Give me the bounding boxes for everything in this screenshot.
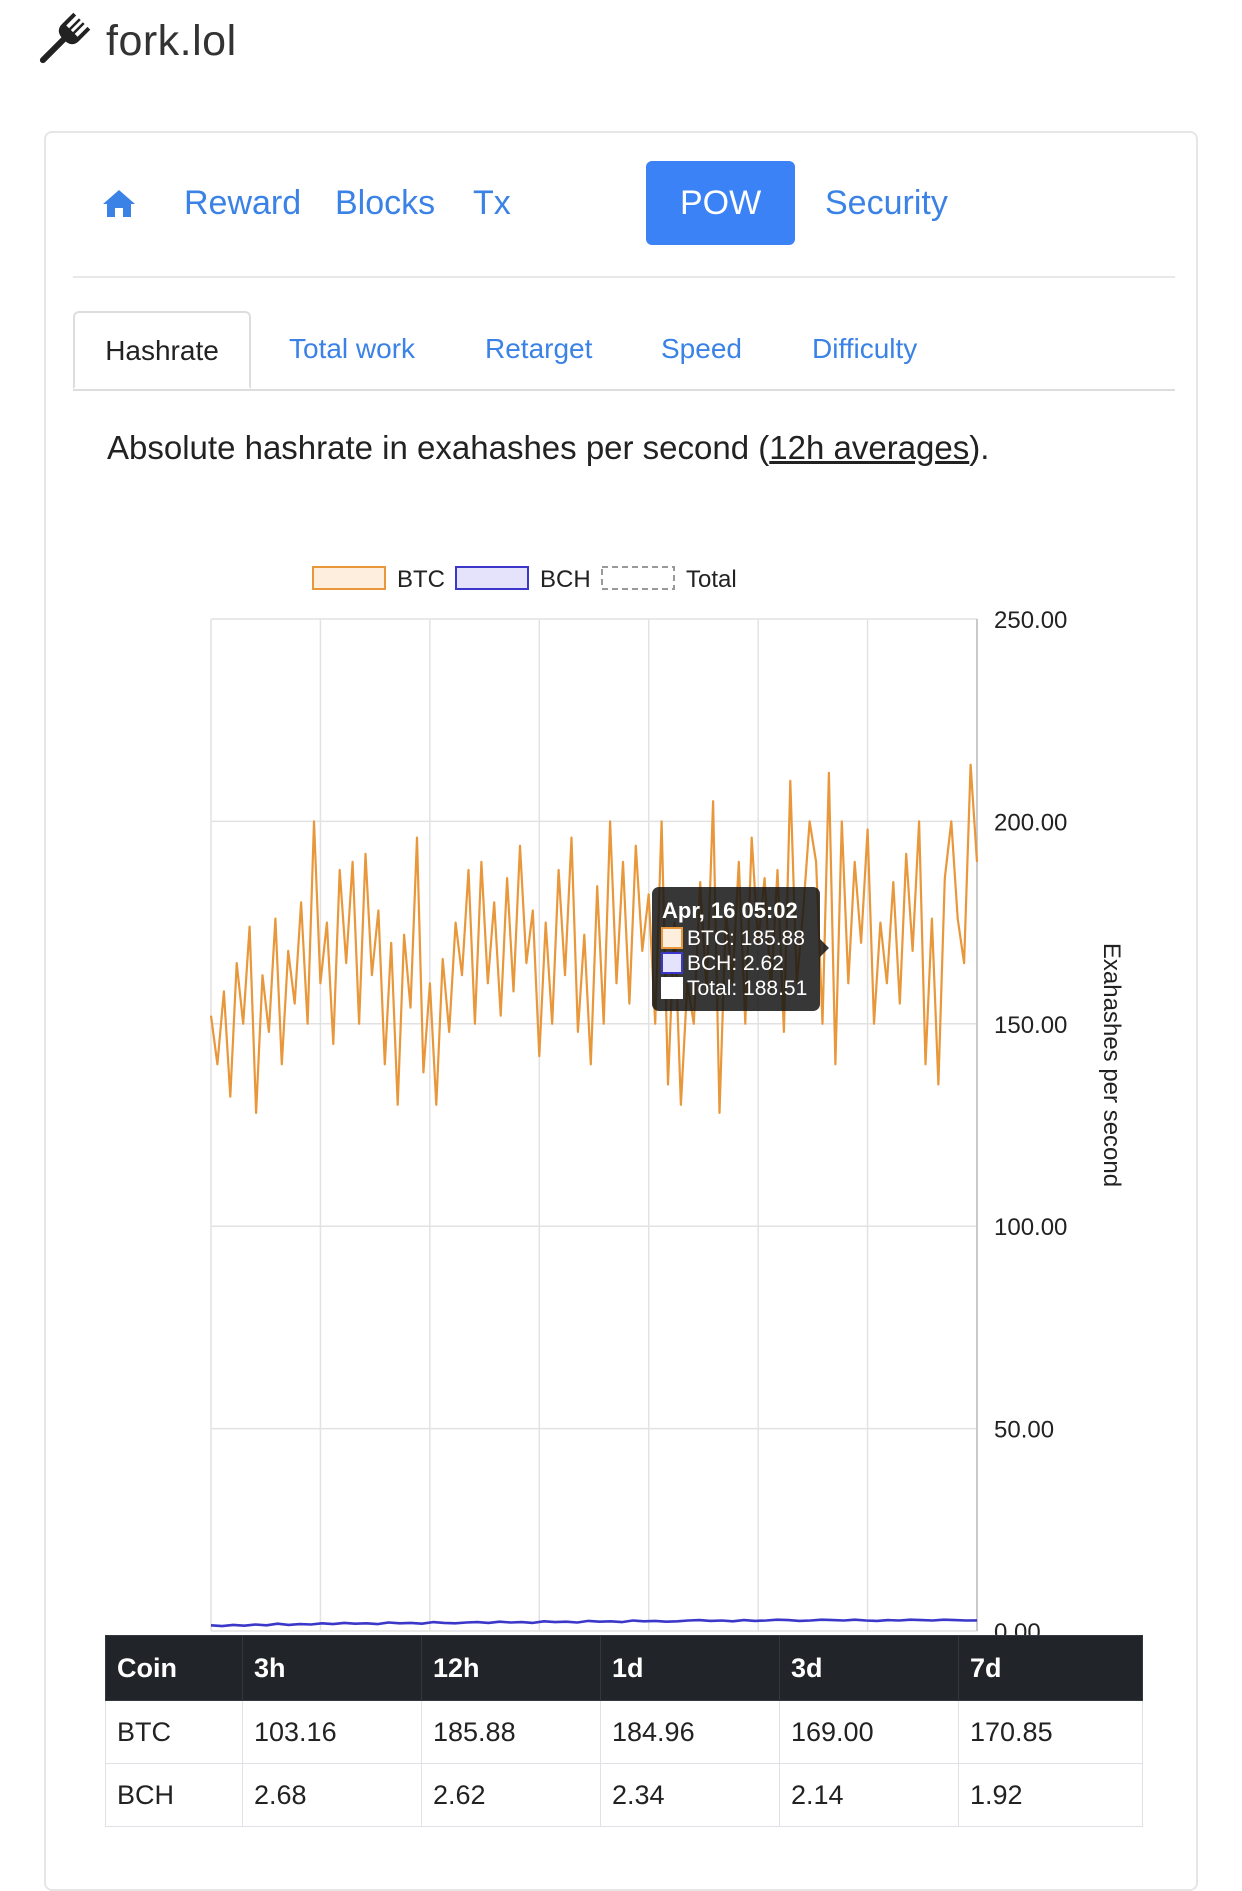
main-nav: Reward Blocks Tx POW Security: [73, 158, 1175, 278]
table-cell: 1.92: [958, 1763, 1143, 1827]
tooltip-swatch: [661, 927, 683, 949]
nav-pow[interactable]: POW: [646, 161, 796, 245]
nav-blocks[interactable]: Blocks: [335, 184, 436, 222]
nav-tx[interactable]: Tx: [473, 184, 511, 222]
y-axis-title: Exahashes per second: [1098, 943, 1125, 1187]
table-cell: 170.85: [958, 1700, 1143, 1764]
tab-retarget[interactable]: Retarget: [485, 333, 593, 364]
table-cell: BTC: [105, 1700, 243, 1764]
main-card: Reward Blocks Tx POW Security Hashrate T…: [44, 131, 1198, 1891]
table-cell: 2.68: [242, 1763, 422, 1827]
brand[interactable]: fork.lol: [30, 6, 237, 76]
y-tick-label: 200.00: [994, 809, 1067, 836]
y-tick-label: 150.00: [994, 1012, 1067, 1039]
table-cell: 2.34: [600, 1763, 780, 1827]
header-3d: 3d: [779, 1635, 959, 1701]
chart-description: Absolute hashrate in exahashes per secon…: [107, 429, 989, 467]
table-cell: 2.62: [421, 1763, 601, 1827]
home-icon: [103, 190, 135, 217]
nav-home[interactable]: [102, 161, 136, 245]
y-tick-label: 250.00: [994, 607, 1067, 634]
tooltip-box: [652, 887, 820, 1011]
header-12h: 12h: [421, 1635, 601, 1701]
tab-speed[interactable]: Speed: [661, 333, 742, 364]
header-7d: 7d: [958, 1635, 1143, 1701]
legend-swatch-total[interactable]: [601, 566, 675, 590]
tooltip-swatch: [661, 977, 683, 999]
table-header-row: Coin 3h 12h 1d 3d 7d: [105, 1635, 1143, 1701]
table-row: BCH 2.68 2.62 2.34 2.14 1.92: [105, 1763, 1143, 1827]
legend-label-total: Total: [686, 566, 737, 593]
tooltip-line: Total: 188.51: [687, 977, 807, 1000]
tooltip-line: BCH: 2.62: [687, 952, 784, 975]
tab-total-work[interactable]: Total work: [289, 333, 416, 364]
description-suffix: ).: [969, 429, 990, 466]
table-cell: 184.96: [600, 1700, 780, 1764]
legend-swatch-bch[interactable]: [455, 566, 529, 590]
header-3h: 3h: [242, 1635, 422, 1701]
header-1d: 1d: [600, 1635, 780, 1701]
tooltip-swatch: [661, 952, 683, 974]
description-prefix: Absolute hashrate in exahashes per secon…: [107, 429, 770, 466]
table-cell: 185.88: [421, 1700, 601, 1764]
table-row: BTC 103.16 185.88 184.96 169.00 170.85: [105, 1700, 1143, 1764]
table-cell: 103.16: [242, 1700, 422, 1764]
series-line-bch: [210, 1618, 978, 1628]
table-cell: 169.00: [779, 1700, 959, 1764]
table-cell: 2.14: [779, 1763, 959, 1827]
y-tick-label: 50.00: [994, 1417, 1054, 1444]
brand-name: fork.lol: [106, 16, 237, 65]
fork-icon: [39, 12, 91, 64]
hashrate-table: Coin 3h 12h 1d 3d 7d BTC 103.16 185.88 1…: [105, 1635, 1143, 1827]
y-tick-label: 100.00: [994, 1214, 1067, 1241]
series-line-btc: [209, 763, 979, 1115]
tab-hashrate[interactable]: Hashrate: [73, 311, 251, 389]
legend-swatch-btc[interactable]: [312, 566, 386, 590]
tooltip-caret: [820, 939, 829, 957]
tooltip-line: BTC: 185.88: [687, 927, 805, 950]
sub-tabs: Hashrate Total work Retarget Speed Diffi…: [73, 311, 1175, 391]
tooltip-title: Apr, 16 05:02: [662, 898, 798, 923]
legend-label-bch: BCH: [540, 566, 591, 593]
tab-difficulty[interactable]: Difficulty: [812, 333, 918, 364]
nav-reward[interactable]: Reward: [184, 184, 302, 222]
nav-security[interactable]: Security: [825, 184, 948, 222]
averages-link[interactable]: 12h averages: [769, 429, 970, 466]
legend-label-btc: BTC: [397, 566, 445, 593]
header-coin: Coin: [105, 1635, 243, 1701]
table-cell: BCH: [105, 1763, 243, 1827]
